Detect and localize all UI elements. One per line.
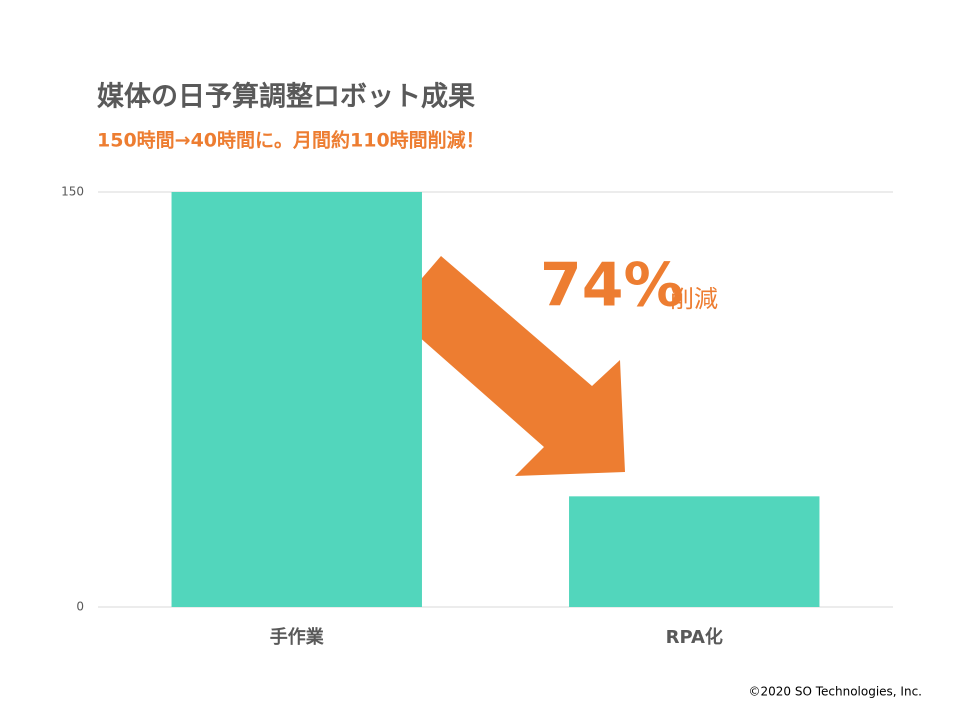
arrow <box>392 256 625 476</box>
chart-title: 媒体の日予算調整ロボット成果 <box>97 81 475 113</box>
y-tick-label: 0 <box>76 600 84 614</box>
bar <box>171 192 422 607</box>
y-tick-label: 150 <box>61 185 84 199</box>
bar <box>569 496 820 607</box>
chart-subtitle: 150時間→40時間に。月間約110時間削減！ <box>97 129 485 152</box>
annotation-main: 74% <box>540 251 684 321</box>
footer: ©2020 SO Technologies, Inc. <box>748 685 922 699</box>
x-tick-label: RPA化 <box>666 626 723 648</box>
x-tick-label: 手作業 <box>270 626 325 648</box>
annotation-suffix: 削減 <box>670 285 718 313</box>
